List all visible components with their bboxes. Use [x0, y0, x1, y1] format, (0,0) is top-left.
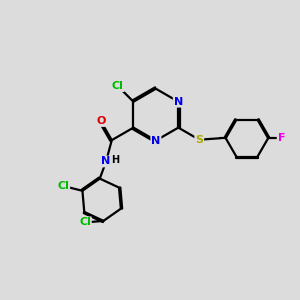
Text: O: O [96, 116, 105, 126]
Text: N: N [151, 136, 160, 146]
Text: Cl: Cl [57, 182, 69, 191]
Text: Cl: Cl [79, 217, 91, 227]
Text: S: S [195, 135, 203, 145]
Text: Cl: Cl [112, 81, 124, 91]
Text: N: N [174, 97, 183, 107]
Text: H: H [111, 155, 119, 165]
Text: N: N [101, 157, 111, 166]
Text: F: F [278, 133, 285, 143]
